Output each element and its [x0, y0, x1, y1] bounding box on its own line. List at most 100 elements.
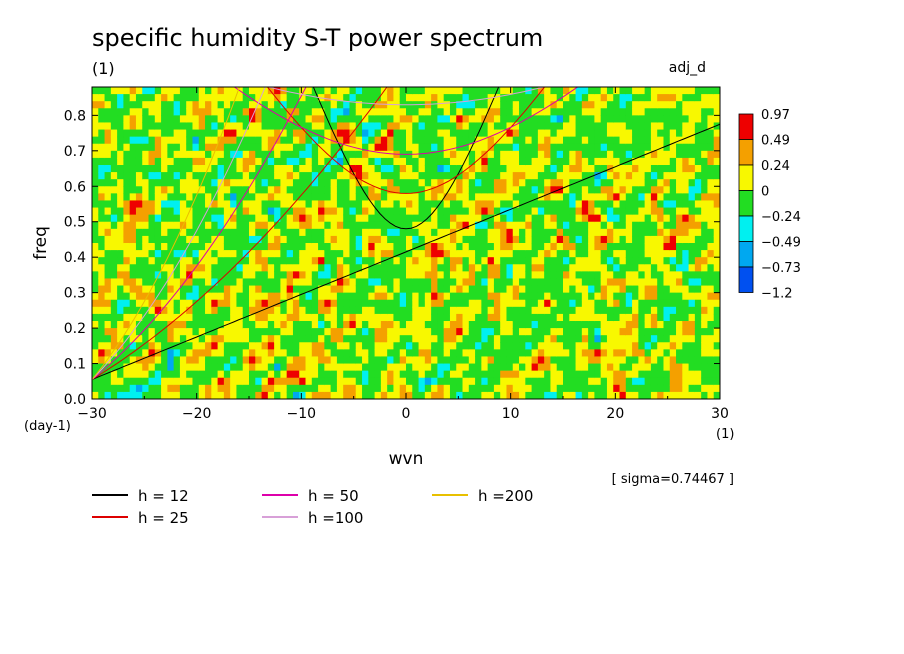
heatmap-cell: [173, 250, 181, 258]
heatmap-cell: [236, 321, 244, 329]
heatmap-cell: [330, 122, 338, 131]
heatmap-cell: [98, 335, 106, 343]
heatmap-cell: [418, 221, 426, 230]
heatmap-cell: [249, 328, 256, 336]
heatmap-cell: [682, 108, 690, 116]
heatmap-cell: [123, 250, 131, 258]
heatmap-cell: [613, 87, 621, 95]
heatmap-cell: [286, 157, 294, 166]
heatmap-cell: [280, 292, 288, 301]
heatmap-cell: [161, 391, 168, 399]
heatmap-cell: [475, 356, 482, 365]
heatmap-cell: [249, 285, 256, 294]
heatmap-cell: [255, 108, 263, 116]
heatmap-cell: [638, 228, 646, 237]
heatmap-cell: [701, 157, 709, 166]
heatmap-cell: [236, 193, 244, 202]
heatmap-cell: [519, 136, 526, 145]
heatmap-cell: [148, 193, 156, 202]
heatmap-cell: [563, 299, 570, 308]
heatmap-cell: [487, 363, 495, 372]
heatmap-cell: [456, 313, 464, 322]
heatmap-cell: [481, 370, 489, 379]
heatmap-cell: [669, 313, 677, 322]
heatmap-cell: [550, 228, 558, 237]
legend-label: h = 25: [138, 509, 189, 527]
heatmap-cell: [424, 87, 432, 95]
heatmap-cell: [676, 285, 683, 294]
heatmap-cell: [179, 87, 187, 95]
heatmap-cell: [255, 299, 263, 308]
heatmap-cell: [556, 136, 564, 145]
heatmap-cell: [267, 349, 275, 358]
heatmap-cell: [393, 321, 401, 329]
heatmap-cell: [563, 271, 570, 280]
heatmap-cell: [563, 157, 570, 166]
heatmap-cell: [506, 321, 514, 329]
heatmap-cell: [274, 214, 281, 223]
heatmap-cell: [255, 377, 263, 386]
heatmap-cell: [412, 292, 420, 301]
heatmap-cell: [468, 200, 476, 209]
heatmap-cell: [173, 136, 181, 145]
heatmap-cell: [563, 87, 570, 95]
heatmap-cell: [236, 108, 244, 116]
heatmap-cell: [186, 129, 194, 138]
heatmap-cell: [305, 143, 313, 152]
heatmap-cell: [186, 285, 194, 294]
heatmap-cell: [142, 243, 150, 251]
heatmap-cell: [104, 87, 112, 95]
heatmap-cell: [563, 115, 570, 124]
heatmap-cell: [368, 278, 376, 287]
heatmap-cell: [205, 370, 212, 379]
heatmap-cell: [619, 122, 627, 131]
heatmap-cell: [544, 129, 552, 138]
heatmap-cell: [512, 321, 520, 329]
heatmap-cell: [512, 143, 520, 152]
heatmap-cell: [663, 321, 671, 329]
heatmap-cell: [638, 313, 646, 322]
heatmap-cell: [581, 150, 589, 159]
heatmap-cell: [255, 356, 263, 365]
heatmap-cell: [594, 349, 602, 358]
heatmap-cell: [424, 356, 432, 365]
heatmap-cell: [456, 172, 464, 180]
heatmap-cell: [211, 264, 219, 272]
heatmap-cell: [142, 129, 150, 138]
heatmap-cell: [299, 101, 307, 109]
heatmap-cell: [412, 363, 420, 372]
heatmap-cell: [487, 172, 495, 180]
heatmap-cell: [493, 221, 501, 230]
heatmap-cell: [280, 143, 288, 152]
heatmap-cell: [211, 122, 219, 131]
heatmap-cell: [123, 87, 131, 95]
heatmap-cell: [468, 179, 476, 187]
heatmap-cell: [569, 157, 577, 166]
heatmap-cell: [713, 349, 720, 358]
heatmap-cell: [299, 179, 307, 187]
heatmap-cell: [575, 328, 583, 336]
heatmap-cell: [418, 384, 426, 393]
heatmap-cell: [688, 115, 696, 124]
heatmap-cell: [493, 349, 501, 358]
heatmap-cell: [280, 243, 288, 251]
heatmap-cell: [186, 377, 194, 386]
heatmap-cell: [192, 377, 200, 386]
heatmap-cell: [343, 264, 351, 272]
heatmap-cell: [274, 87, 281, 95]
heatmap-cell: [305, 157, 313, 166]
heatmap-cell: [575, 278, 583, 287]
heatmap-cell: [399, 235, 407, 244]
heatmap-cell: [299, 207, 307, 216]
heatmap-cell: [205, 179, 212, 187]
heatmap-cell: [424, 271, 432, 280]
heatmap-cell: [230, 391, 238, 399]
heatmap-cell: [550, 221, 558, 230]
heatmap-cell: [531, 285, 539, 294]
heatmap-cell: [123, 207, 131, 216]
heatmap-cell: [280, 172, 288, 180]
heatmap-cell: [449, 157, 457, 166]
heatmap-cell: [249, 136, 256, 145]
heatmap-cell: [362, 321, 369, 329]
heatmap-cell: [380, 193, 388, 202]
